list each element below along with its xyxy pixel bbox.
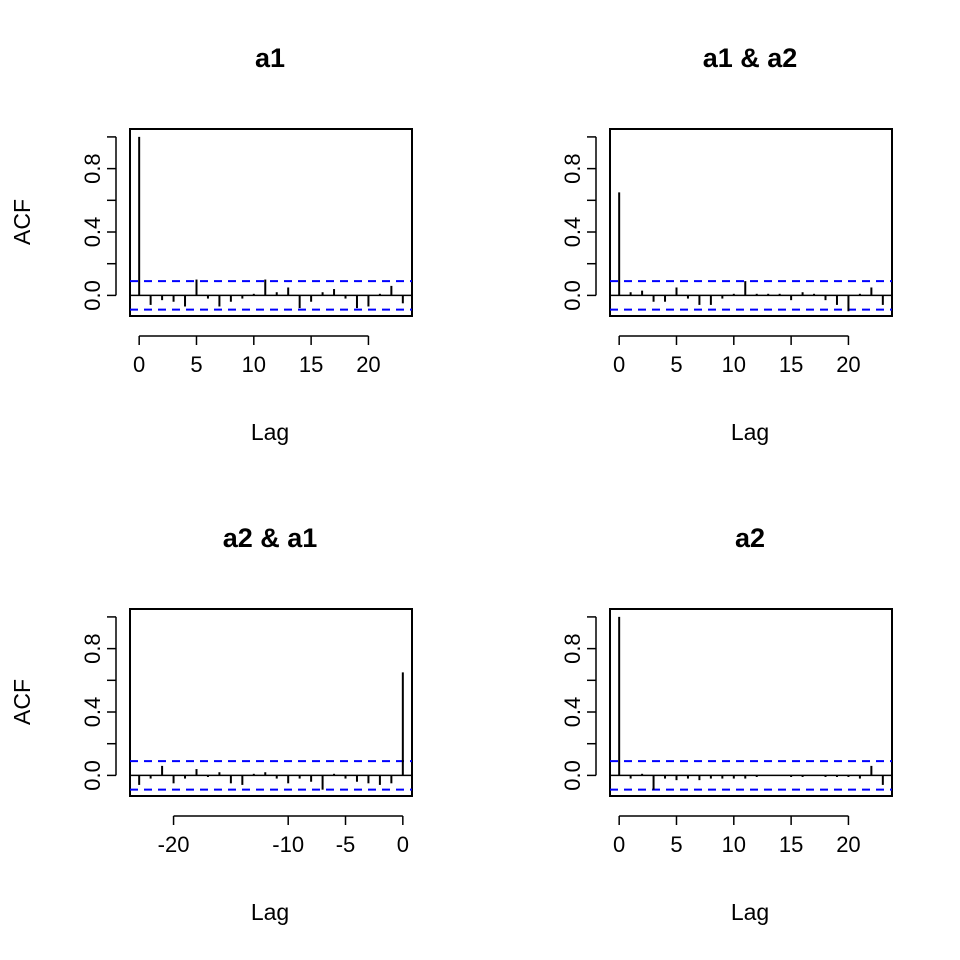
panel-title: a2 & a1 <box>223 523 318 553</box>
x-tick-label: 0 <box>613 832 625 857</box>
y-tick-label: 0.4 <box>80 697 105 728</box>
x-axis-label: Lag <box>251 899 289 925</box>
x-tick-label: 20 <box>836 352 860 377</box>
x-tick-label: 20 <box>356 352 380 377</box>
y-tick-label: 0.0 <box>80 280 105 311</box>
panel-title: a2 <box>735 523 765 553</box>
x-tick-label: -20 <box>158 832 190 857</box>
y-axis-label: ACF <box>9 199 35 245</box>
x-tick-label: 10 <box>242 352 266 377</box>
y-tick-label: 0.0 <box>80 760 105 791</box>
x-axis-label: Lag <box>731 419 769 445</box>
plot-frame <box>129 128 413 317</box>
plot-frame <box>609 608 893 797</box>
y-tick-label: 0.0 <box>560 760 585 791</box>
x-tick-label: 5 <box>670 352 682 377</box>
x-tick-label: -5 <box>336 832 356 857</box>
x-tick-label: 15 <box>779 832 803 857</box>
plot-frame <box>129 608 413 797</box>
x-tick-label: 20 <box>836 832 860 857</box>
x-tick-label: 10 <box>722 832 746 857</box>
y-tick-label: 0.4 <box>560 217 585 248</box>
x-tick-label: 10 <box>722 352 746 377</box>
x-tick-label: 15 <box>299 352 323 377</box>
y-tick-label: 0.4 <box>80 217 105 248</box>
x-tick-label: 5 <box>670 832 682 857</box>
panel-a1: a1 Lag ACF 0 5 10 15 20 0.0 0.4 0.8 <box>9 43 413 445</box>
y-axis-label: ACF <box>9 679 35 725</box>
y-tick-label: 0.8 <box>80 153 105 184</box>
panel-a2: a2 Lag 0 5 10 15 20 0.0 0.4 0.8 <box>560 523 893 925</box>
y-tick-label: 0.8 <box>560 633 585 664</box>
panel-title: a1 & a2 <box>703 43 798 73</box>
x-tick-label: -10 <box>272 832 304 857</box>
y-tick-label: 0.8 <box>80 633 105 664</box>
panel-title: a1 <box>255 43 285 73</box>
x-tick-label: 0 <box>397 832 409 857</box>
y-tick-label: 0.4 <box>560 697 585 728</box>
x-tick-label: 15 <box>779 352 803 377</box>
y-tick-label: 0.8 <box>560 153 585 184</box>
panel-a1-a2: a1 & a2 Lag 0 5 10 15 20 0.0 0.4 0.8 <box>560 43 893 445</box>
x-axis-label: Lag <box>731 899 769 925</box>
y-tick-label: 0.0 <box>560 280 585 311</box>
x-tick-label: 5 <box>190 352 202 377</box>
panel-a2-a1: a2 & a1 Lag ACF -20 -10 -5 0 0.0 0.4 0.8 <box>9 523 413 925</box>
plot-frame <box>609 128 893 317</box>
x-tick-label: 0 <box>613 352 625 377</box>
x-axis-label: Lag <box>251 419 289 445</box>
x-tick-label: 0 <box>133 352 145 377</box>
